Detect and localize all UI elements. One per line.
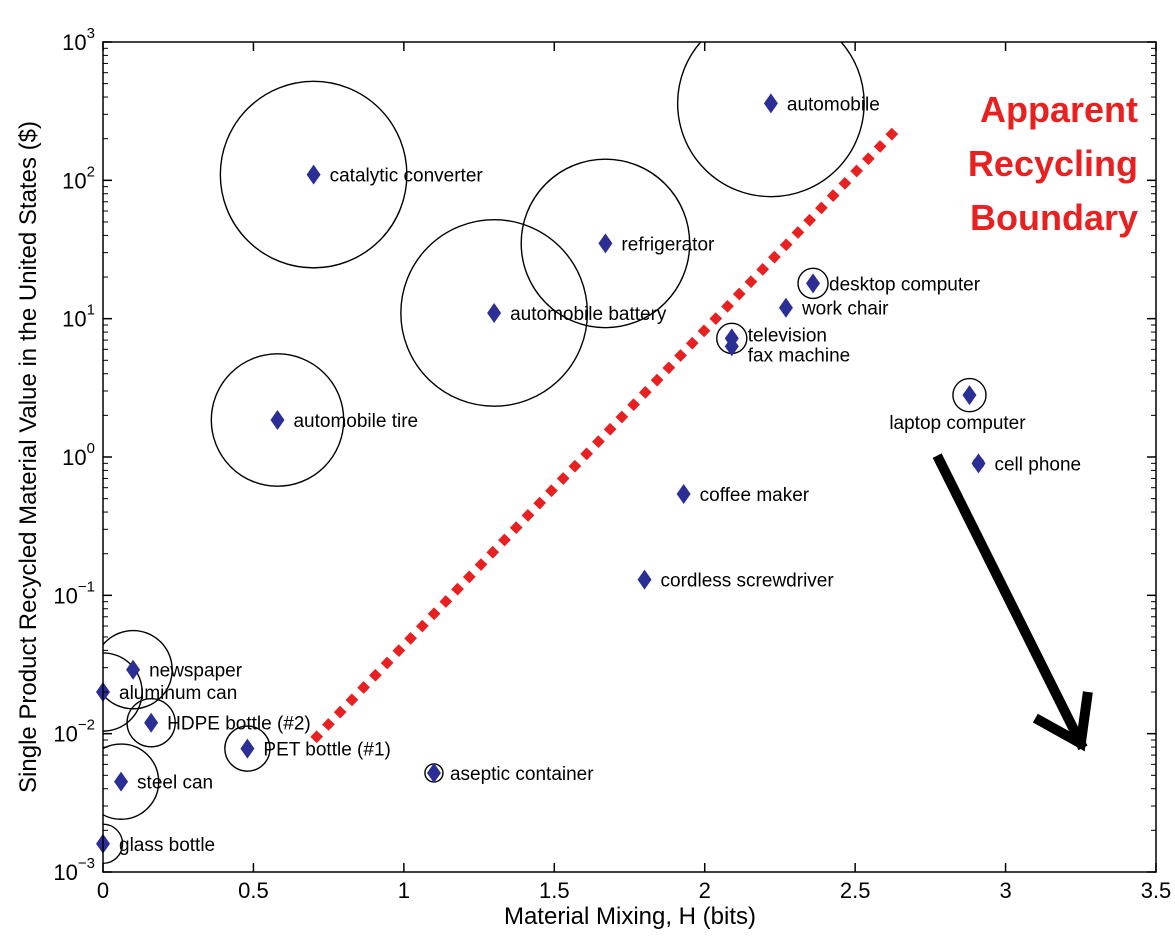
y-tick-label: 102: [62, 163, 95, 193]
bubble-layer: [103, 42, 987, 865]
y-tick-label: 10−1: [53, 578, 95, 608]
annotation-layer: Apparent Recycling Boundary: [968, 89, 1138, 238]
y-tick-label: 100: [62, 440, 95, 470]
point-automobile: [763, 93, 778, 114]
points-layer: [96, 93, 986, 854]
point-label-glass-bottle: glass bottle: [119, 835, 215, 856]
point-label-aseptic-container: aseptic container: [450, 764, 594, 785]
bubble-newspaper: [103, 629, 173, 710]
y-tick-label: 103: [62, 25, 95, 55]
y-tick-base: 10: [53, 722, 77, 747]
arrow-head: [1032, 691, 1093, 752]
boundary-annotation-line: Boundary: [970, 197, 1138, 238]
bubble-steel-can: [103, 743, 160, 820]
bubble-automobile-tire: [210, 353, 345, 487]
point-cell-phone: [971, 453, 986, 474]
point-desktop-computer: [806, 273, 821, 294]
y-tick-label: 10−3: [53, 855, 95, 885]
y-tick-exponent: −1: [78, 578, 95, 595]
y-tick-exponent: 3: [87, 25, 95, 42]
point-label-refrigerator: refrigerator: [621, 234, 715, 255]
labels-layer: automobile catalytic converter refrigerato…: [119, 94, 1081, 855]
y-tick-base: 10: [53, 860, 77, 885]
bubble-automobile: [676, 42, 865, 198]
y-tick-exponent: 1: [87, 302, 95, 319]
x-tick-label: 3.5: [1141, 878, 1172, 903]
point-label-automobile-tire: automobile tire: [293, 411, 418, 432]
recycling-boundary-line: [310, 122, 904, 744]
y-tick-base: 10: [53, 583, 77, 608]
y-tick-base: 10: [62, 445, 86, 470]
arrow-shaft: [932, 453, 1088, 751]
point-coffee-maker: [676, 484, 691, 505]
y-tick-base: 10: [62, 307, 86, 332]
y-tick-label: 10−2: [53, 717, 95, 747]
arrow-layer: [932, 453, 1093, 752]
point-label-catalytic-converter: catalytic converter: [330, 166, 484, 187]
x-tick-label: 1: [398, 878, 410, 903]
y-tick-exponent: −3: [78, 855, 95, 872]
point-label-desktop-computer: desktop computer: [829, 274, 981, 295]
point-label-aluminum-can: aluminum can: [119, 683, 237, 704]
point-aseptic-container: [426, 762, 441, 783]
bubble-refrigerator: [520, 158, 691, 329]
x-tick-label: 3: [999, 878, 1011, 903]
x-axis-title: Material Mixing, H (bits): [504, 903, 756, 930]
bubble-laptop-computer: [952, 377, 987, 413]
x-tick-label: 0: [97, 878, 109, 903]
y-tick-base: 10: [62, 30, 86, 55]
point-laptop-computer: [962, 385, 977, 406]
boundary-annotation-line: Recycling: [968, 143, 1138, 184]
bubble-aluminum-can: [103, 652, 143, 732]
x-tick-label: 0.5: [238, 878, 269, 903]
point-hdpe-bottle-2: [144, 712, 159, 733]
bubble-automobile-battery: [400, 218, 589, 407]
y-tick-exponent: −2: [78, 717, 95, 734]
boundary-layer: [310, 122, 904, 744]
boundary-annotation-line: Apparent: [980, 89, 1138, 130]
point-refrigerator: [598, 233, 613, 254]
y-tick-exponent: 0: [87, 440, 95, 457]
point-label-fax-machine: fax machine: [748, 345, 850, 366]
point-label-pet-bottle-1: PET bottle (#1): [263, 740, 390, 761]
y-tick-label: 101: [62, 302, 95, 332]
point-label-hdpe-bottle-2: HDPE bottle (#2): [167, 714, 311, 735]
point-label-automobile-battery: automobile battery: [510, 304, 667, 325]
point-cordless-screwdriver: [637, 569, 652, 590]
y-tick-base: 10: [62, 168, 86, 193]
point-steel-can: [114, 771, 129, 792]
point-label-work-chair: work chair: [801, 299, 889, 320]
x-tick-label: 2: [699, 878, 711, 903]
point-label-cordless-screwdriver: cordless screwdriver: [661, 571, 835, 592]
x-tick-label: 1.5: [539, 878, 570, 903]
bubble-catalytic-converter: [219, 80, 408, 269]
point-fax-machine: [724, 336, 739, 357]
point-label-coffee-maker: coffee maker: [700, 485, 810, 506]
point-newspaper: [126, 659, 141, 680]
point-automobile-tire: [270, 410, 285, 431]
point-label-newspaper: newspaper: [149, 661, 243, 682]
y-axis-title: Single Product Recycled Material Value i…: [15, 121, 42, 793]
point-label-laptop-computer: laptop computer: [889, 413, 1026, 434]
y-tick-exponent: 2: [87, 163, 95, 180]
point-automobile-battery: [487, 302, 502, 323]
point-work-chair: [778, 297, 793, 318]
bubble-pet-bottle-1: [224, 725, 271, 772]
point-catalytic-converter: [306, 164, 321, 185]
point-label-steel-can: steel can: [137, 773, 213, 794]
bubble-hdpe-bottle-2: [126, 697, 176, 748]
point-label-automobile: automobile: [787, 94, 880, 115]
point-label-television: television: [748, 325, 827, 346]
point-label-cell-phone: cell phone: [994, 454, 1081, 475]
point-pet-bottle-1: [240, 738, 255, 759]
x-tick-label: 2.5: [840, 878, 871, 903]
bubble-desktop-computer: [797, 267, 829, 300]
